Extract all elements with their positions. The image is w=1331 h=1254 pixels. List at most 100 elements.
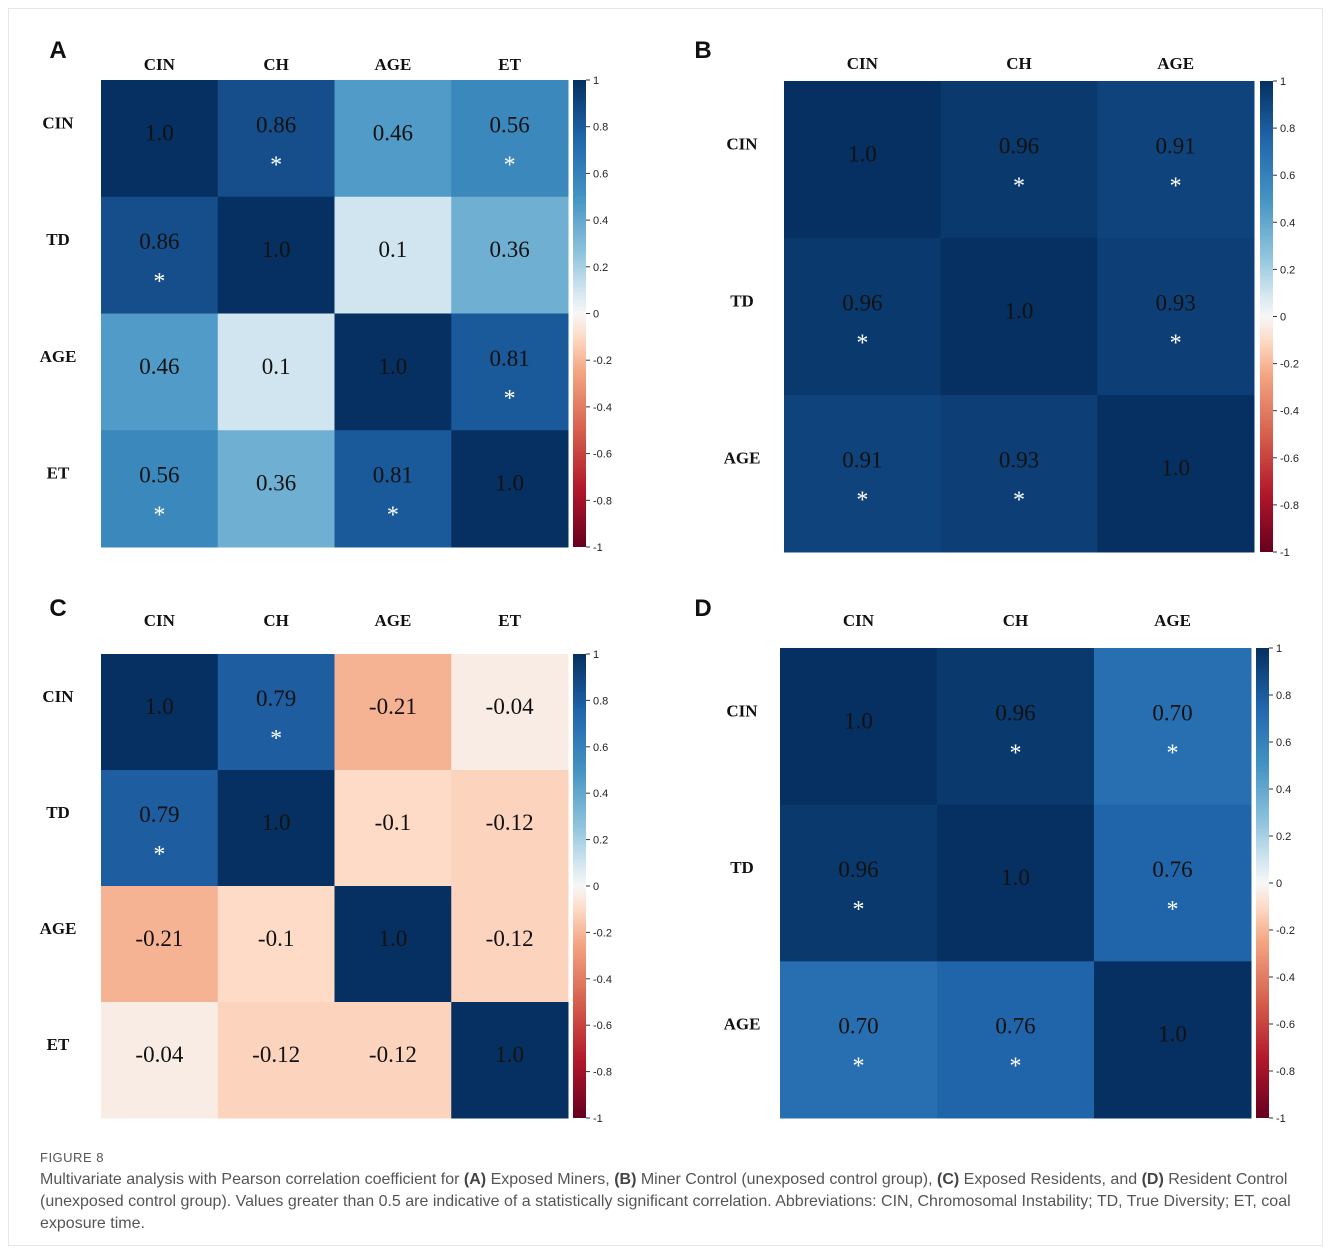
panel-c-colorbar-tick-label: 0.6	[593, 742, 608, 754]
panel-d-significance-star: *	[853, 1054, 865, 1080]
panel-a-colorbar-tick-label: 0.2	[593, 262, 608, 274]
panel-b-colorbar-tick-label: -0.6	[1280, 453, 1299, 465]
panel-c-cell-value: 1.0	[262, 810, 291, 835]
panel-a-cell	[217, 80, 335, 198]
panel-a-colorbar-tick-label: -0.8	[593, 495, 612, 507]
panel-b-colorbar-tick-label: 0	[1280, 312, 1286, 324]
panel-b-cell	[940, 238, 1098, 396]
panel-c-cell	[101, 1002, 219, 1119]
panel-b-significance-star: *	[1013, 174, 1025, 200]
panel-c-cell-value: -0.12	[369, 1042, 417, 1067]
panel-a-cell-value: 0.1	[379, 237, 408, 262]
panel-d-col-label: CIN	[843, 611, 875, 630]
panel-a-significance-star: *	[504, 152, 516, 178]
panel-c-cell-value: 0.79	[256, 686, 296, 711]
panel-b-cell	[1097, 238, 1255, 396]
panel-b-significance-star: *	[856, 331, 868, 357]
panel-a-cell-value: 0.46	[373, 120, 413, 145]
panel-c-colorbar-tick-label: 0.8	[593, 695, 608, 707]
panel-b-col-label: CH	[1006, 54, 1032, 73]
panel-d-letter: D	[694, 595, 711, 622]
panel-c-cell-value: -0.04	[486, 694, 534, 719]
panel-b-cell-value: 0.96	[842, 291, 882, 316]
panel-b-significance-star: *	[1013, 488, 1025, 514]
panel-c-cell-value: 0.79	[139, 802, 179, 827]
panel-a-colorbar-tick-label: 0.6	[593, 168, 608, 180]
panel-d-cell	[1094, 804, 1252, 962]
panel-b-cell-value: 1.0	[1005, 299, 1034, 324]
panel-c-cell	[451, 770, 569, 887]
panel-a-significance-star: *	[387, 503, 399, 529]
panel-a-cell-value: 0.36	[490, 237, 530, 262]
panel-a-cell-value: 1.0	[145, 120, 174, 145]
panel-a-cell	[451, 80, 569, 198]
panel-c-cell-value: -0.21	[369, 694, 417, 719]
panel-c-colorbar-tick-label: 1	[593, 649, 599, 661]
panel-a-colorbar-tick-label: -1	[593, 542, 603, 554]
panel-c-colorbar-tick-label: -0.4	[593, 974, 612, 986]
panel-c-colorbar-tick-label: 0.2	[593, 835, 608, 847]
panel-b-colorbar-tick-label: 0.6	[1280, 170, 1295, 182]
panel-a-cell	[101, 196, 219, 314]
panel-d-cell	[780, 648, 938, 806]
panel-c-cell	[451, 654, 569, 771]
panel-d-cell-value: 1.0	[1158, 1022, 1187, 1047]
caption-ref-b: (B)	[614, 1171, 637, 1188]
panel-a-cell	[217, 313, 335, 431]
panel-b-significance-star: *	[1170, 331, 1182, 357]
caption-text-1: Multivariate analysis with Pearson corre…	[40, 1171, 464, 1188]
panel-a-cell-value: 0.56	[490, 112, 530, 137]
panel-d-cell-value: 0.76	[995, 1014, 1035, 1039]
panel-a-cell	[451, 430, 569, 548]
panel-c-colorbar-tick-label: -0.8	[593, 1067, 612, 1079]
panel-a-cell-value: 0.36	[256, 471, 296, 496]
correlation-heatmap-figure: A CIN CH AGE ET CIN TD AGE ET 1.0 0.86 * 0.46 0.56 * 0.…	[40, 37, 1299, 1125]
panel-a-significance-star: *	[153, 503, 165, 529]
panel-d-colorbar-tick-label: 0.2	[1276, 831, 1291, 843]
panel-b-cell	[784, 395, 942, 553]
panel-a-cell	[451, 313, 569, 431]
panel-a-cell-value: 0.86	[139, 229, 179, 254]
panel-a-letter: A	[49, 37, 66, 64]
panel-d-significance-star: *	[853, 897, 865, 923]
panel-c-colorbar-tick-label: 0.4	[593, 788, 608, 800]
caption-ref-c: (C)	[937, 1171, 960, 1188]
panel-c-colorbar-tick-label: -0.6	[593, 1020, 612, 1032]
figure-label: FIGURE 8	[40, 1150, 104, 1165]
panel-c-colorbar-tick-label: -1	[593, 1113, 603, 1125]
caption-text-5: Resident Control (unexposed control grou…	[40, 1171, 1291, 1232]
panel-a-colorbar-tick-label: 1	[593, 75, 599, 87]
panel-a-cell	[334, 196, 452, 314]
panel-d-cell-value: 0.70	[838, 1014, 878, 1039]
panel-d-cell	[1094, 648, 1252, 806]
panel-c-col-label: CIN	[144, 611, 176, 630]
panel-b-cell-value: 0.93	[1156, 291, 1196, 316]
panel-c-row-label: AGE	[40, 919, 77, 938]
panel-d-cell	[937, 804, 1095, 962]
panel-d-colorbar-tick-label: -0.2	[1276, 925, 1295, 937]
panel-c-cell	[451, 886, 569, 1003]
panel-c-cell-value: 1.0	[495, 1042, 524, 1067]
panel-d-cell	[937, 961, 1095, 1119]
panel-c-significance-star: *	[153, 842, 165, 868]
panel-a-cell	[217, 196, 335, 314]
panel-d-cell-value: 1.0	[1001, 865, 1030, 890]
panel-c-cell-value: -0.1	[258, 926, 294, 951]
panel-d-colorbar-tick-label: 0.8	[1276, 690, 1291, 702]
panel-c-cell-value: 1.0	[379, 926, 408, 951]
panel-c-cell	[101, 886, 219, 1003]
panel-c-cell-value: -0.1	[375, 810, 411, 835]
panel-a-cell	[101, 430, 219, 548]
panel-a-col-label: AGE	[374, 55, 411, 74]
panel-b-colorbar-tick-label: -1	[1280, 547, 1290, 559]
panel-d-colorbar-tick-label: 0.4	[1276, 784, 1291, 796]
panel-c-colorbar	[573, 654, 586, 1118]
panel-b-col-label: AGE	[1157, 54, 1194, 73]
panel-a-cell	[334, 313, 452, 431]
panel-a-row-label: CIN	[42, 113, 74, 132]
panel-a-cell-value: 1.0	[379, 354, 408, 379]
panel-a-col-label: ET	[498, 55, 521, 74]
panel-b-colorbar-tick-label: 0.8	[1280, 123, 1295, 135]
panel-b-significance-star: *	[1170, 174, 1182, 200]
panel-c-cell	[334, 654, 452, 771]
